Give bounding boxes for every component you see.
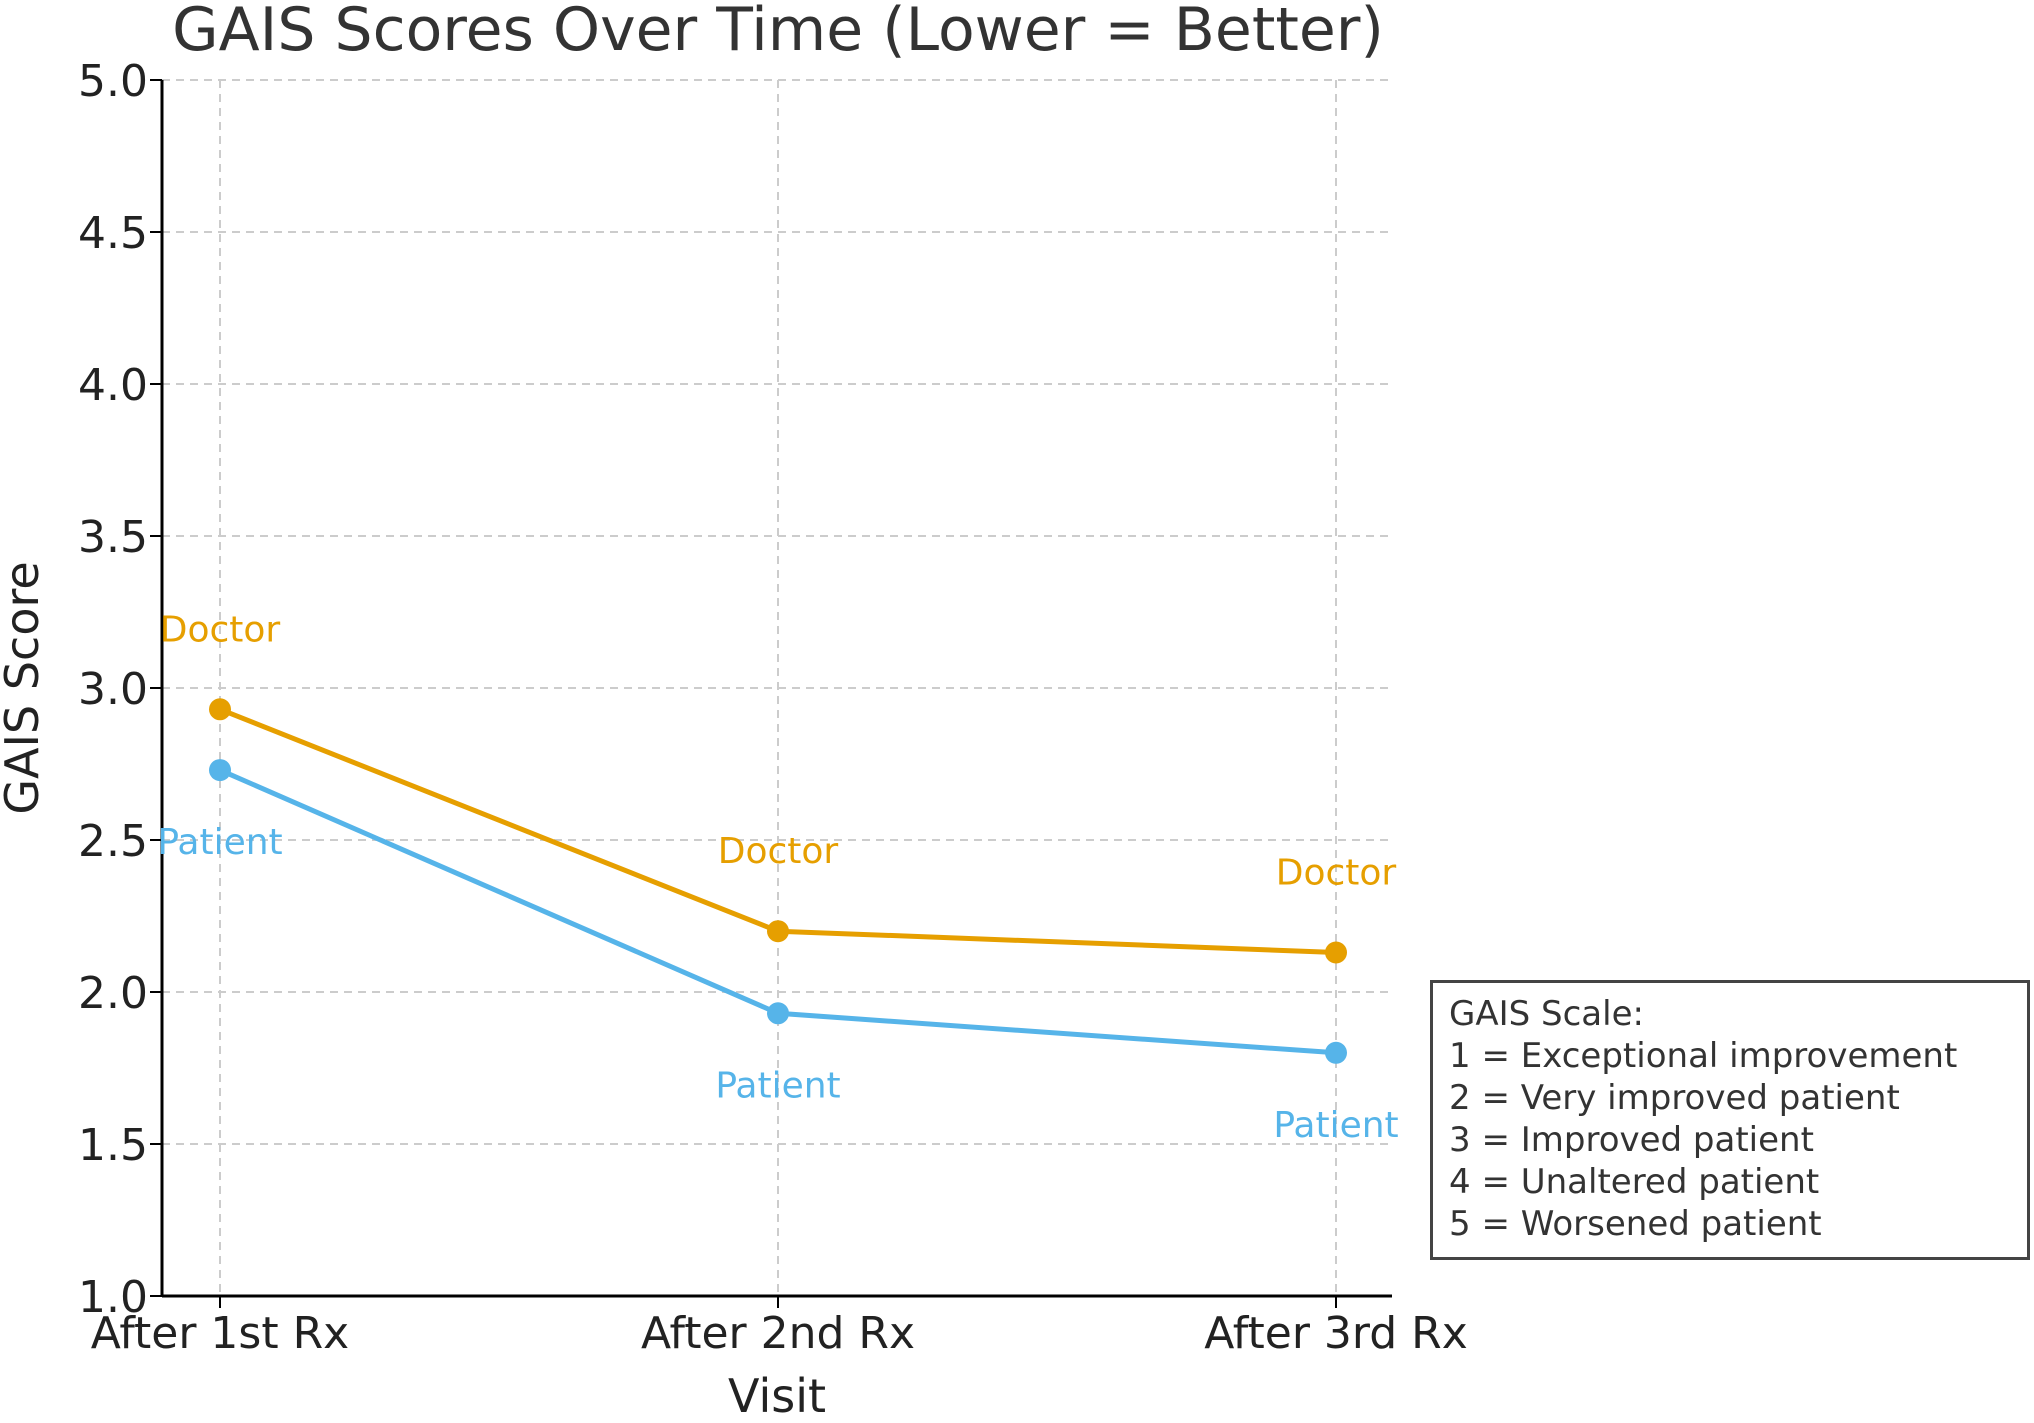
x-tick-label: After 2nd Rx: [641, 1308, 915, 1359]
point-label-patient: Patient: [157, 822, 282, 863]
legend-line-3: 3 = Improved patient: [1449, 1120, 1814, 1160]
data-point-doctor: [209, 698, 231, 721]
legend-line-2: 2 = Very improved patient: [1449, 1078, 1900, 1118]
point-label-doctor: Doctor: [160, 609, 281, 650]
y-tick-label: 2.0: [78, 968, 148, 1019]
series-layer: [209, 698, 1347, 1064]
y-tick-label: 5.0: [78, 56, 148, 107]
legend-line-4: 4 = Unaltered patient: [1449, 1162, 1820, 1202]
y-tick-label: 3.0: [78, 664, 148, 715]
x-tick-label: After 1st Rx: [91, 1308, 349, 1359]
label-layer: Doctor Doctor Doctor Patient Patient Patient: [157, 609, 1398, 1146]
y-tick-label: 1.0: [78, 1272, 148, 1323]
point-label-patient: Patient: [1273, 1105, 1398, 1146]
point-label-doctor: Doctor: [718, 831, 839, 872]
data-point-doctor: [1325, 941, 1347, 964]
data-point-patient: [209, 759, 231, 782]
data-point-patient: [767, 1002, 789, 1025]
y-tick-label: 2.5: [78, 816, 148, 867]
x-tick-label: After 3rd Rx: [1204, 1308, 1467, 1359]
point-label-patient: Patient: [715, 1065, 840, 1106]
y-axis-label: GAIS Score: [0, 561, 49, 814]
chart-title: GAIS Scores Over Time (Lower = Better): [172, 0, 1384, 65]
legend-title: GAIS Scale:: [1449, 994, 1644, 1034]
y-tick-label: 4.0: [78, 360, 148, 411]
gais-scale-legend: GAIS Scale: 1 = Exceptional improvement …: [1430, 980, 2030, 1260]
tick-layer: 1.0 1.5 2.0 2.5 3.0 3.5 4.0 4.5 5.0 After 1st Rx A…: [78, 56, 1468, 1359]
grid-layer: [162, 79, 1392, 1296]
legend-line-1: 1 = Exceptional improvement: [1449, 1036, 1958, 1076]
point-label-doctor: Doctor: [1276, 852, 1397, 893]
x-axis-label: Visit: [728, 1369, 826, 1418]
y-tick-label: 4.5: [78, 208, 148, 259]
data-point-doctor: [767, 920, 789, 943]
legend-line-5: 5 = Worsened patient: [1449, 1204, 1822, 1244]
y-tick-label: 1.5: [78, 1120, 148, 1171]
data-point-patient: [1325, 1041, 1347, 1064]
y-tick-label: 3.5: [78, 512, 148, 563]
